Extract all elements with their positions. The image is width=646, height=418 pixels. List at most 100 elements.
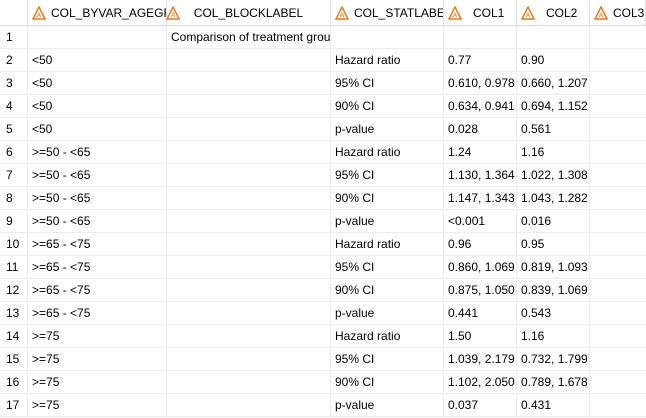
cell-col-statlabel[interactable]: Hazard ratio (331, 325, 444, 347)
row-number-cell[interactable]: 5 (0, 118, 28, 140)
cell-col1[interactable]: 0.441 (444, 302, 517, 324)
cell-col1[interactable]: 0.860, 1.069 (444, 256, 517, 278)
cell-col1[interactable]: 1.039, 2.179 (444, 348, 517, 370)
cell-col-byvar-agegr1[interactable]: >=50 - <65 (28, 164, 167, 186)
column-header-col-statlabel[interactable]: A COL_STATLABEL (331, 0, 444, 25)
table-row[interactable]: 7 >=50 - <65 95% CI 1.130, 1.364 1.022, 1.30… (0, 164, 646, 187)
cell-col-blocklabel[interactable] (167, 371, 331, 393)
cell-col3[interactable] (590, 210, 646, 232)
table-row[interactable]: 15 >=75 95% CI 1.039, 2.179 0.732, 1.799 (0, 348, 646, 371)
cell-col2[interactable]: 0.016 (517, 210, 590, 232)
table-row[interactable]: 16 >=75 90% CI 1.102, 2.050 0.789, 1.678 (0, 371, 646, 394)
cell-col-blocklabel[interactable] (167, 95, 331, 117)
cell-col-byvar-agegr1[interactable]: >=65 - <75 (28, 256, 167, 278)
cell-col-blocklabel[interactable] (167, 187, 331, 209)
cell-col1[interactable]: 1.50 (444, 325, 517, 347)
cell-col2[interactable]: 1.16 (517, 141, 590, 163)
column-header-col-byvar-agegr1[interactable]: A COL_BYVAR_AGEGR1 (28, 0, 167, 25)
cell-col-byvar-agegr1[interactable]: >=75 (28, 371, 167, 393)
table-row[interactable]: 8 >=50 - <65 90% CI 1.147, 1.343 1.043, 1.28… (0, 187, 646, 210)
cell-col2[interactable]: 0.839, 1.069 (517, 279, 590, 301)
cell-col3[interactable] (590, 49, 646, 71)
cell-col-statlabel[interactable]: Hazard ratio (331, 49, 444, 71)
table-row[interactable]: 12 >=65 - <75 90% CI 0.875, 1.050 0.839, 1.0… (0, 279, 646, 302)
cell-col3[interactable] (590, 187, 646, 209)
cell-col1[interactable]: 1.147, 1.343 (444, 187, 517, 209)
cell-col2[interactable]: 1.16 (517, 325, 590, 347)
cell-col1[interactable]: 0.96 (444, 233, 517, 255)
cell-col-byvar-agegr1[interactable]: <50 (28, 72, 167, 94)
cell-col2[interactable]: 0.431 (517, 394, 590, 416)
cell-col-statlabel[interactable]: 90% CI (331, 279, 444, 301)
cell-col-byvar-agegr1[interactable]: >=75 (28, 394, 167, 416)
cell-col-statlabel[interactable]: 90% CI (331, 187, 444, 209)
table-row[interactable]: 9 >=50 - <65 p-value <0.001 0.016 (0, 210, 646, 233)
cell-col2[interactable] (517, 26, 590, 48)
cell-col3[interactable] (590, 141, 646, 163)
column-header-col-blocklabel[interactable]: A COL_BLOCKLABEL (166, 0, 331, 25)
cell-col1[interactable] (444, 26, 517, 48)
cell-col-blocklabel[interactable] (167, 394, 331, 416)
cell-col-statlabel[interactable]: p-value (331, 210, 444, 232)
cell-col3[interactable] (590, 95, 646, 117)
cell-col-byvar-agegr1[interactable]: >=75 (28, 325, 167, 347)
cell-col3[interactable] (590, 371, 646, 393)
table-row[interactable]: 10 >=65 - <75 Hazard ratio 0.96 0.95 (0, 233, 646, 256)
column-header-col2[interactable]: A COL2 (517, 0, 590, 25)
table-row[interactable]: 3 <50 95% CI 0.610, 0.978 0.660, 1.207 (0, 72, 646, 95)
cell-col-blocklabel[interactable] (167, 49, 331, 71)
row-number-cell[interactable]: 12 (0, 279, 28, 301)
table-row[interactable]: 14 >=75 Hazard ratio 1.50 1.16 (0, 325, 646, 348)
cell-col3[interactable] (590, 394, 646, 416)
row-number-cell[interactable]: 15 (0, 348, 28, 370)
column-header-col3[interactable]: A COL3 (590, 0, 646, 25)
row-number-cell[interactable]: 13 (0, 302, 28, 324)
row-number-cell[interactable]: 9 (0, 210, 28, 232)
cell-col-byvar-agegr1[interactable]: <50 (28, 95, 167, 117)
cell-col2[interactable]: 0.95 (517, 233, 590, 255)
row-number-cell[interactable]: 8 (0, 187, 28, 209)
cell-col-byvar-agegr1[interactable] (28, 26, 167, 48)
row-number-cell[interactable]: 11 (0, 256, 28, 278)
cell-col3[interactable] (590, 26, 646, 48)
cell-col-byvar-agegr1[interactable]: >=65 - <75 (28, 279, 167, 301)
cell-col3[interactable] (590, 233, 646, 255)
cell-col-byvar-agegr1[interactable]: <50 (28, 118, 167, 140)
cell-col-statlabel[interactable]: 95% CI (331, 72, 444, 94)
row-number-header[interactable] (0, 0, 28, 25)
row-number-cell[interactable]: 3 (0, 72, 28, 94)
table-row[interactable]: 4 <50 90% CI 0.634, 0.941 0.694, 1.152 (0, 95, 646, 118)
cell-col-blocklabel[interactable] (167, 141, 331, 163)
table-row[interactable]: 5 <50 p-value 0.028 0.561 (0, 118, 646, 141)
cell-col3[interactable] (590, 302, 646, 324)
table-row[interactable]: 11 >=65 - <75 95% CI 0.860, 1.069 0.819, 1.0… (0, 256, 646, 279)
cell-col-byvar-agegr1[interactable]: <50 (28, 49, 167, 71)
row-number-cell[interactable]: 4 (0, 95, 28, 117)
cell-col1[interactable]: 0.610, 0.978 (444, 72, 517, 94)
cell-col1[interactable]: 0.77 (444, 49, 517, 71)
cell-col-byvar-agegr1[interactable]: >=65 - <75 (28, 302, 167, 324)
cell-col1[interactable]: 1.102, 2.050 (444, 371, 517, 393)
cell-col2[interactable]: 0.694, 1.152 (517, 95, 590, 117)
cell-col-statlabel[interactable]: Hazard ratio (331, 141, 444, 163)
cell-col3[interactable] (590, 72, 646, 94)
row-number-cell[interactable]: 17 (0, 394, 28, 416)
cell-col-statlabel[interactable]: p-value (331, 302, 444, 324)
cell-col2[interactable]: 0.732, 1.799 (517, 348, 590, 370)
row-number-cell[interactable]: 10 (0, 233, 28, 255)
cell-col-blocklabel[interactable] (167, 164, 331, 186)
table-row[interactable]: 2 <50 Hazard ratio 0.77 0.90 (0, 49, 646, 72)
cell-col1[interactable]: 1.130, 1.364 (444, 164, 517, 186)
cell-col1[interactable]: 0.028 (444, 118, 517, 140)
cell-col1[interactable]: <0.001 (444, 210, 517, 232)
row-number-cell[interactable]: 7 (0, 164, 28, 186)
cell-col-blocklabel[interactable] (167, 348, 331, 370)
row-number-cell[interactable]: 2 (0, 49, 28, 71)
cell-col-statlabel[interactable]: 90% CI (331, 371, 444, 393)
cell-col-statlabel[interactable]: 90% CI (331, 95, 444, 117)
table-row[interactable]: 6 >=50 - <65 Hazard ratio 1.24 1.16 (0, 141, 646, 164)
cell-col-statlabel[interactable] (331, 26, 444, 48)
cell-col-blocklabel[interactable] (167, 210, 331, 232)
cell-col-blocklabel[interactable] (167, 279, 331, 301)
table-row[interactable]: 1 Comparison of treatment groups (0, 26, 646, 49)
